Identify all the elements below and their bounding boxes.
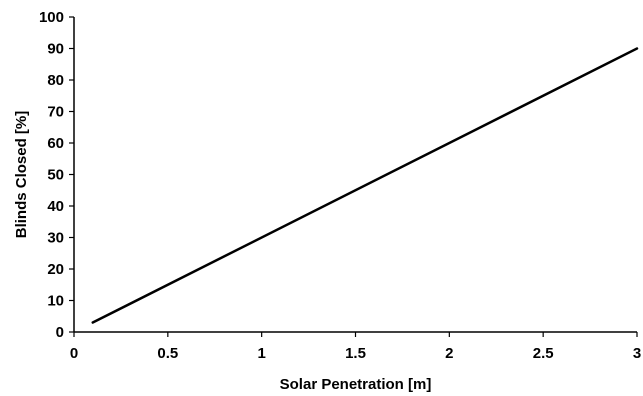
plot-area: [91, 47, 639, 324]
y-tick-label: 80: [47, 72, 64, 89]
y-axis-title: Blinds Closed [%]: [13, 111, 30, 239]
y-tick-label: 60: [47, 135, 64, 152]
y-tick-label: 90: [47, 41, 64, 58]
y-tick-label: 40: [47, 198, 64, 215]
x-tick-label: 3: [633, 345, 641, 362]
y-tick-label: 30: [47, 230, 64, 247]
y-tick-label: 20: [47, 261, 64, 278]
y-axis: 0 10 20 30 40 50 60 70 80 90 100: [39, 9, 75, 341]
y-tick-label: 100: [39, 9, 64, 26]
y-tick-label: 70: [47, 104, 64, 121]
x-tick-label: 1.5: [345, 345, 366, 362]
x-tick-label: 0.5: [157, 345, 178, 362]
series-line: [91, 47, 639, 324]
y-tick-label: 0: [56, 324, 64, 341]
x-tick-label: 1: [257, 345, 265, 362]
x-tick-label: 2.5: [533, 345, 554, 362]
x-axis: 0 0.5 1 1.5 2 2.5 3: [70, 331, 641, 362]
x-axis-title: Solar Penetration [m]: [280, 376, 432, 393]
x-tick-label: 2: [445, 345, 453, 362]
y-tick-label: 10: [47, 293, 64, 310]
y-tick-label: 50: [47, 167, 64, 184]
x-tick-label: 0: [70, 345, 78, 362]
